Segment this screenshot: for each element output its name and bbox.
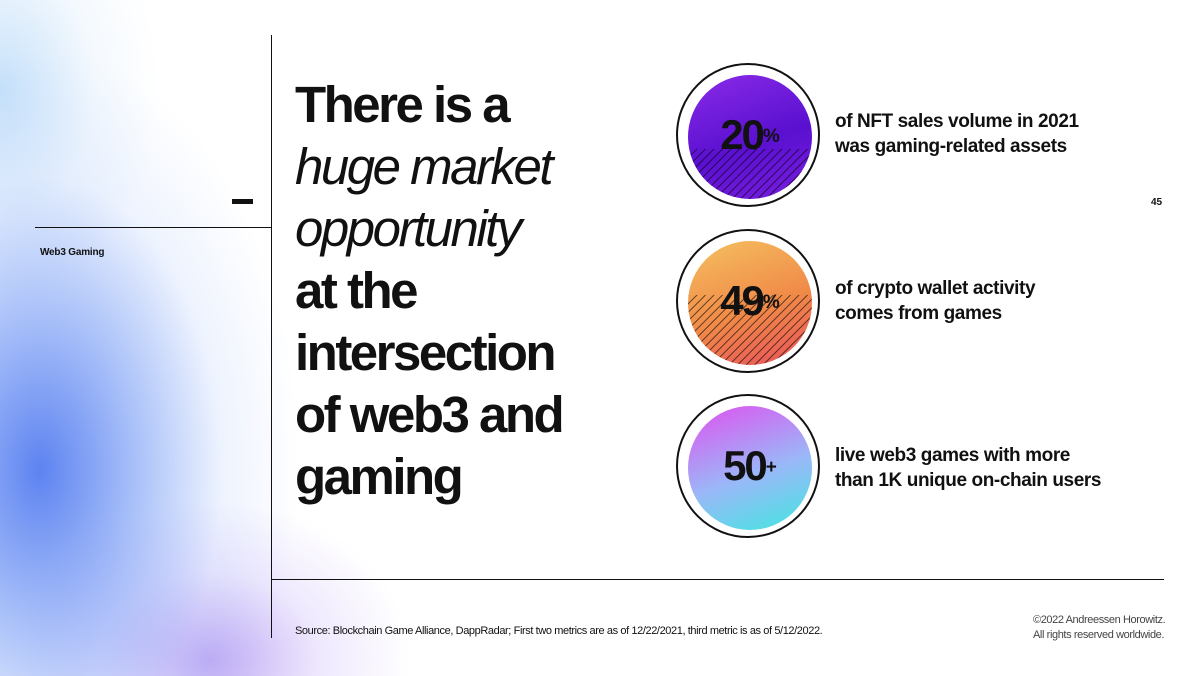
hatch-pattern <box>688 295 812 365</box>
stat-description-line-1: of NFT sales volume in 2021 <box>835 111 1079 132</box>
copyright-line-2: All rights reserved worldwide. <box>1033 629 1165 641</box>
dash-marker <box>232 199 253 204</box>
stat-description: of NFT sales volume in 2021 was gaming-r… <box>835 109 1079 159</box>
stat-description: of crypto wallet activity comes from gam… <box>835 276 1036 326</box>
stat-suffix: + <box>765 457 777 478</box>
stat-circle: 49% <box>676 229 820 373</box>
headline: There is a huge market opportunity at th… <box>295 74 645 508</box>
vertical-divider <box>271 35 272 638</box>
stat-live-games: 50+ live web3 games with more than 1K un… <box>676 394 1176 542</box>
stat-disc <box>688 241 812 365</box>
stat-figure: 50+ <box>678 442 822 490</box>
stat-figure: 20% <box>678 111 822 159</box>
stat-value: 20 <box>720 111 765 158</box>
headline-line-2: huge market <box>295 138 554 195</box>
stat-circle: 20% <box>676 63 820 207</box>
stat-nft-sales: 20% of NFT sales volume in 2021 was gami… <box>676 63 1176 211</box>
stat-disc <box>688 75 812 199</box>
stat-disc <box>688 406 812 530</box>
stat-figure: 49% <box>678 277 822 325</box>
stat-value: 49 <box>720 277 765 324</box>
section-label: Web3 Gaming <box>40 247 105 258</box>
stat-description-line-1: live web3 games with more <box>835 445 1070 466</box>
page-number: 45 <box>1151 197 1163 208</box>
stat-suffix: % <box>762 126 780 147</box>
headline-line-5: intersection <box>295 324 557 381</box>
headline-line-3: opportunity <box>295 200 522 257</box>
left-horizontal-divider <box>35 227 272 228</box>
copyright-line-1: ©2022 Andreessen Horowitz. <box>1033 614 1166 626</box>
copyright: ©2022 Andreessen Horowitz. All rights re… <box>1033 613 1166 643</box>
stat-description-line-2: was gaming-related assets <box>835 136 1067 157</box>
stat-description-line-1: of crypto wallet activity <box>835 278 1036 299</box>
stat-value: 50 <box>723 442 768 489</box>
bottom-horizontal-divider <box>272 579 1164 580</box>
stat-circle: 50+ <box>676 394 820 538</box>
stat-wallet-activity: 49% of crypto wallet activity comes from… <box>676 229 1176 377</box>
stat-description: live web3 games with more than 1K unique… <box>835 443 1101 493</box>
headline-line-1: There is a <box>295 76 511 133</box>
headline-line-4: at the <box>295 262 419 319</box>
stat-suffix: % <box>762 292 780 313</box>
stat-description-line-2: than 1K unique on-chain users <box>835 470 1102 491</box>
stat-description-line-2: comes from games <box>835 303 1002 324</box>
headline-line-7: gaming <box>295 448 464 505</box>
headline-line-6: of web3 and <box>295 386 565 443</box>
source-note: Source: Blockchain Game Alliance, DappRa… <box>295 625 823 637</box>
hatch-pattern <box>688 149 812 199</box>
